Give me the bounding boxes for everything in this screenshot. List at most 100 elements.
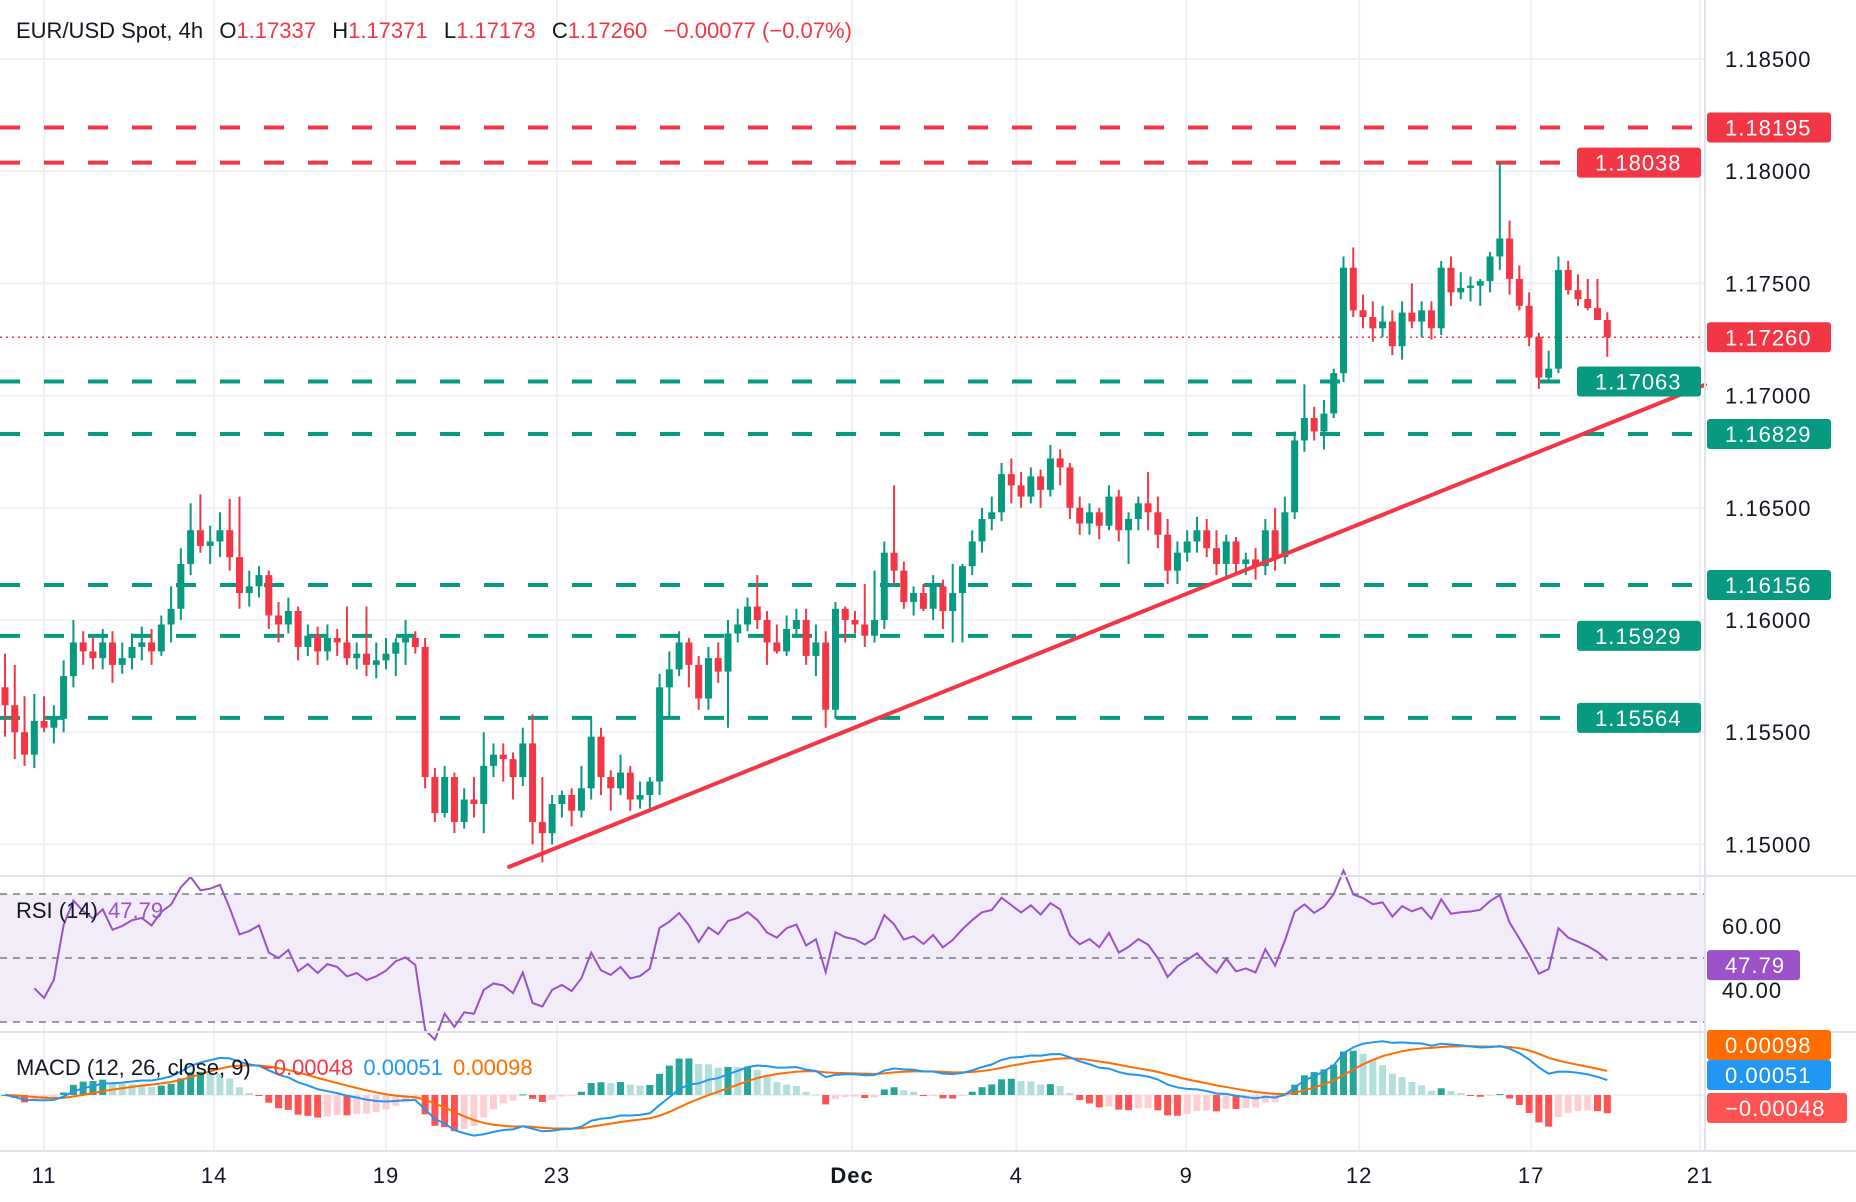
macd-histogram-bar [939,1095,947,1099]
candle [998,462,1006,522]
candle-body [21,732,29,755]
support-level-label: 1.15564 [1595,706,1682,731]
trendline[interactable] [507,382,1707,869]
macd-histogram-bar [880,1089,888,1095]
candle-body [1564,269,1572,291]
candle [734,608,742,643]
candle [841,606,849,643]
candle-body [724,633,732,672]
candle-body [392,642,400,654]
support-level-box [1707,418,1831,449]
macd-histogram-bar [323,1095,331,1117]
macd-histogram-bar [118,1083,126,1095]
candle-body [490,754,497,766]
candle-body [714,658,722,672]
macd-histogram-bar [441,1095,449,1128]
macd-legend-macd: 0.00051 [363,1055,443,1080]
macd-histogram-bar [265,1095,273,1103]
rsi-tick-label: 40.00 [1722,978,1782,1003]
candle-body [1506,238,1514,279]
candle-body [333,637,341,643]
candle-body [284,611,292,625]
candle-body [1125,519,1133,531]
candle [1144,471,1152,531]
rsi-legend-value: 47.79 [108,898,164,923]
price-axis[interactable]: 1.18500 1.18000 1.17500 1.17000 1.16500 1.160… [1577,47,1847,1123]
time-tick-label: 19 [373,1163,399,1188]
candle-body [382,653,390,661]
candle-body [744,606,752,625]
candle-body [1339,267,1347,374]
candle-body [617,772,625,789]
support-level-box [1577,620,1701,651]
candle [1007,458,1015,504]
candle [861,584,869,647]
candle [1154,496,1162,549]
candle [1193,516,1201,553]
candle-body [704,658,712,699]
candle-body [138,642,146,647]
candle-body [1603,319,1611,338]
macd-histogram-bar [1076,1095,1084,1100]
macd-histogram-bar [636,1085,644,1095]
candle-body [1291,440,1299,513]
candle [1564,260,1572,295]
candle-body [1144,503,1152,513]
candle [1359,294,1367,329]
candle [695,655,703,710]
candle [1467,276,1474,302]
candle [1398,301,1406,360]
candle-body [831,608,839,710]
symbol-title: EUR/USD Spot, 4h [16,18,204,43]
candle [499,743,507,782]
candle-body [275,615,283,625]
macd-histogram-bar [851,1095,859,1097]
signal-value-label: 0.00098 [1725,1033,1812,1058]
candle-body [978,519,986,542]
candle-body [1056,458,1064,468]
macd-histogram-bar [1554,1095,1562,1118]
candle [40,696,48,733]
candle-body [460,799,468,822]
candle-body [1046,458,1054,490]
candle-body [1398,312,1406,347]
candle [206,525,214,564]
candle-body [1115,496,1123,531]
candle-body [118,658,126,665]
candle [411,631,419,654]
candle-body [1418,310,1426,322]
macd-histogram-bar [333,1095,341,1116]
candle-body [1017,485,1025,497]
support-level-box [1577,366,1701,397]
candle-body [30,720,38,755]
candle [128,633,136,670]
time-tick-label: 14 [201,1163,227,1188]
candle-body [1437,267,1445,329]
candle [1408,283,1416,329]
macd-histogram-bar [1291,1084,1299,1095]
candle-body [587,736,595,789]
candle-body [1085,512,1093,524]
time-axis[interactable]: 11 14 19 23 Dec 4 9 12 17 21 [32,1163,1714,1188]
candle [245,570,253,607]
candle [372,642,380,679]
macd-histogram-bar [314,1095,322,1118]
macd-histogram-bar [1506,1095,1514,1099]
macd-histogram-bar [568,1095,576,1096]
candle [685,637,693,688]
candle [1203,519,1211,558]
candle [138,626,146,661]
macd-histogram-bar [587,1083,595,1095]
candle [60,660,68,733]
macd-value-box [1707,1060,1831,1090]
candle [480,732,488,834]
macd-histogram-bar [988,1084,996,1095]
macd-histogram-bar [695,1063,703,1095]
candle [30,694,38,769]
candle [929,575,937,620]
signal-value-box [1707,1030,1831,1060]
macd-histogram-bar [343,1095,351,1116]
candle-body [343,642,351,659]
candle-body [69,642,77,677]
